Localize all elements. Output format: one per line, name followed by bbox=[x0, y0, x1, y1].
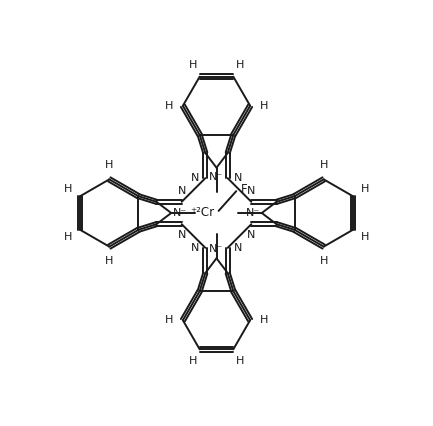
Text: H: H bbox=[188, 357, 197, 366]
Text: N: N bbox=[247, 230, 255, 240]
Text: N: N bbox=[234, 243, 242, 253]
Text: H: H bbox=[361, 184, 369, 194]
Text: H: H bbox=[236, 357, 245, 366]
Text: N⁻: N⁻ bbox=[210, 244, 223, 254]
Text: H: H bbox=[165, 315, 173, 325]
Text: N: N bbox=[234, 173, 242, 183]
Text: H: H bbox=[320, 256, 328, 265]
Text: H: H bbox=[361, 232, 369, 242]
Text: H: H bbox=[236, 60, 245, 69]
Text: H: H bbox=[165, 101, 173, 111]
Text: N: N bbox=[178, 186, 186, 196]
Text: N⁻: N⁻ bbox=[210, 172, 223, 182]
Text: H: H bbox=[105, 256, 113, 265]
Text: F: F bbox=[240, 182, 247, 196]
Text: N: N bbox=[191, 243, 199, 253]
Text: H: H bbox=[260, 101, 268, 111]
Text: N: N bbox=[191, 173, 199, 183]
Text: H: H bbox=[105, 161, 113, 170]
Text: H: H bbox=[320, 161, 328, 170]
Text: ⁺²Cr: ⁺²Cr bbox=[190, 207, 214, 219]
Text: H: H bbox=[260, 315, 268, 325]
Text: H: H bbox=[64, 184, 72, 194]
Text: N⁻: N⁻ bbox=[173, 208, 187, 218]
Text: N: N bbox=[247, 186, 255, 196]
Text: H: H bbox=[64, 232, 72, 242]
Text: H: H bbox=[188, 60, 197, 69]
Text: N⁻: N⁻ bbox=[246, 208, 260, 218]
Text: N: N bbox=[178, 230, 186, 240]
